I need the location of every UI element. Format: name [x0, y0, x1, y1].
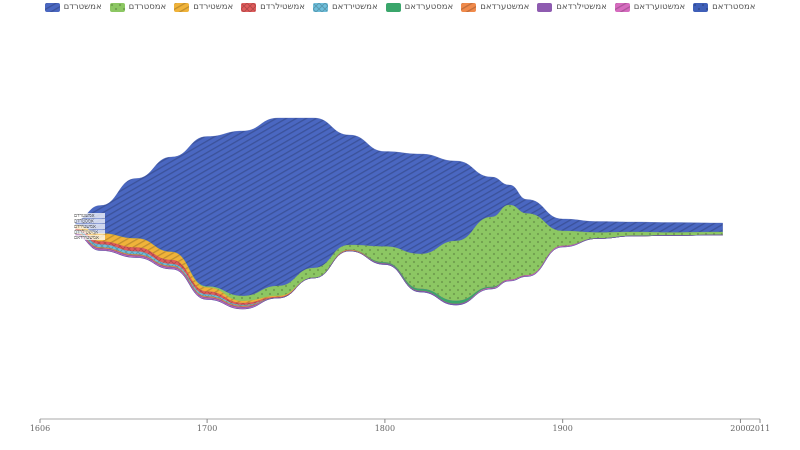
stream-start-label: אמסטרדם	[74, 219, 94, 225]
legend-label: אמשטרדם	[63, 2, 102, 12]
legend-swatch-icon	[312, 2, 328, 12]
legend-label: אמשטירדם	[193, 2, 234, 12]
legend-swatch-icon	[537, 2, 553, 12]
stream-layers	[75, 117, 723, 310]
legend-item[interactable]: אמשטירדם	[174, 2, 233, 12]
stream-start-label: אמשטילרדם	[74, 230, 98, 236]
legend-item[interactable]: אמסטרדאם	[693, 2, 755, 12]
legend-label: אמשטילרדאם	[556, 2, 607, 12]
legend-swatch-icon	[109, 2, 125, 12]
stream-start-label: אמשטירדאם	[74, 235, 99, 241]
legend-swatch-icon	[241, 2, 257, 12]
legend-swatch-icon	[44, 2, 60, 12]
legend-item[interactable]: אמשטילרדאם	[537, 2, 607, 12]
legend-swatch-icon	[461, 2, 477, 12]
legend-item[interactable]: אמשטירדאם	[312, 2, 378, 12]
legend-item[interactable]: אמסטערדאם	[385, 2, 454, 12]
legend-swatch-icon	[385, 2, 401, 12]
x-tick-label: 2000	[730, 424, 750, 433]
legend-item[interactable]: אמשטוערדאם	[614, 2, 686, 12]
legend-swatch-icon	[174, 2, 190, 12]
legend-label: אמסטערדאם	[404, 2, 454, 12]
x-axis: 1606 1700 1800 1900 2000 2011	[30, 418, 770, 433]
legend-swatch-icon	[693, 2, 709, 12]
legend-item[interactable]: אמשטרדם	[44, 2, 102, 12]
legend-swatch-icon	[614, 2, 630, 12]
legend-label: אמשטילרדם	[260, 2, 305, 12]
legend-label: אמסטרדאם	[712, 2, 756, 12]
x-tick-label: 1700	[197, 424, 217, 433]
stream-start-label: אמשטירדם	[74, 224, 96, 230]
x-tick-label: 2011	[750, 424, 770, 433]
x-tick-label: 1800	[375, 424, 395, 433]
legend-label: אמשטירדאם	[331, 2, 378, 12]
x-tick-label: 1900	[552, 424, 572, 433]
legend-label: אמסטרדם	[128, 2, 167, 12]
chart-legend: אמשטרדם אמסטרדם אמשטירדם אמשטילרדם אמשטירדאם…	[0, 0, 800, 14]
legend-item[interactable]: אמסטרדם	[109, 2, 167, 12]
x-tick-label: 1606	[30, 424, 50, 433]
legend-label: אמשטערדאם	[480, 2, 530, 12]
legend-item[interactable]: אמשטערדאם	[461, 2, 529, 12]
stream-start-label: אמשטרדם	[74, 213, 95, 219]
legend-label: אמשטוערדאם	[633, 2, 686, 12]
legend-item[interactable]: אמשטילרדם	[241, 2, 305, 12]
